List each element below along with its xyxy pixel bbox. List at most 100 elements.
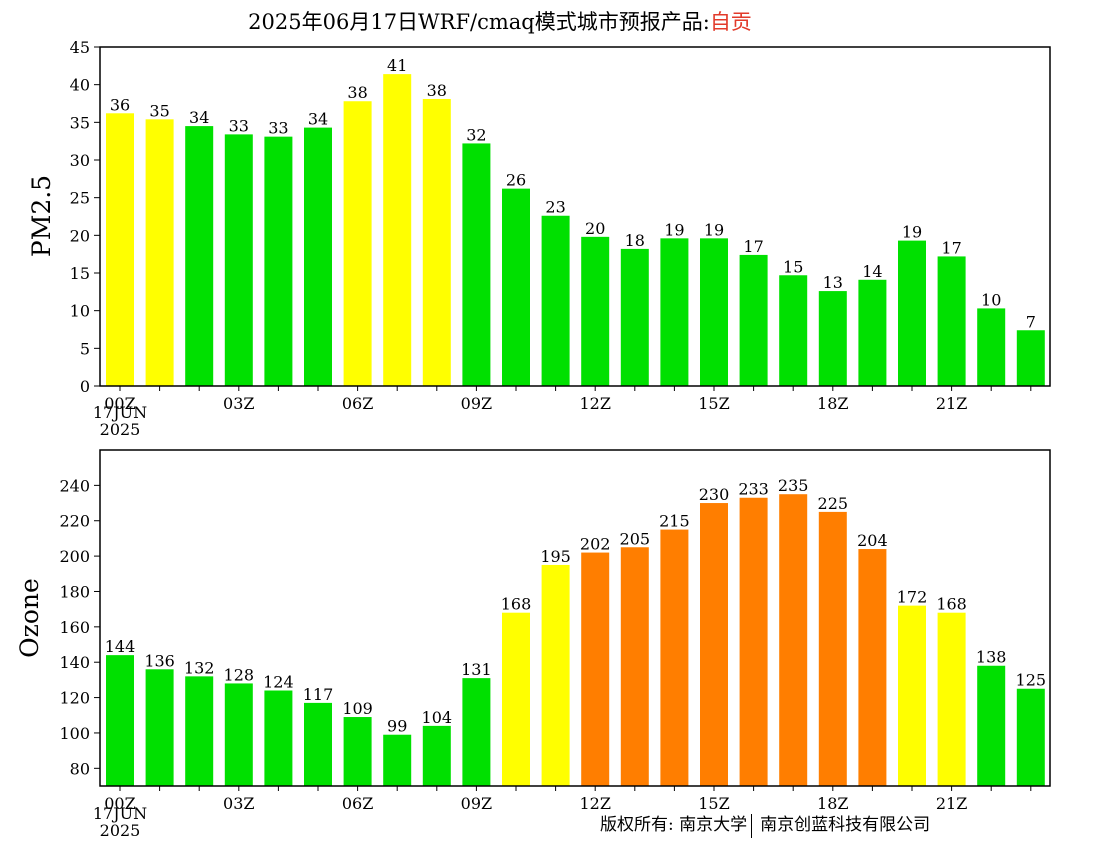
copyright-org-2: 南京创蓝科技有限公司 xyxy=(760,815,931,835)
pm25-plot-frame xyxy=(99,46,1051,387)
pm25-value-label: 17 xyxy=(743,237,763,256)
ozone-value-label: 99 xyxy=(387,717,407,736)
pm25-ytick-label: 20 xyxy=(70,226,90,245)
ozone-xtick-label: 00Z xyxy=(104,794,135,813)
copyright-org-1: 南京大学 xyxy=(679,815,748,835)
ozone-value-label: 205 xyxy=(620,529,651,548)
pm25-value-label: 35 xyxy=(149,101,169,120)
ozone-bar xyxy=(422,725,451,786)
ozone-value-label: 233 xyxy=(738,480,769,499)
ozone-bar xyxy=(739,497,768,786)
pm25-value-label: 36 xyxy=(110,95,130,114)
ozone-value-label: 124 xyxy=(263,673,294,692)
ozone-ytick-label: 160 xyxy=(59,618,90,637)
pm25-value-label: 32 xyxy=(466,125,486,144)
ozone-value-label: 104 xyxy=(422,708,453,727)
pm25-value-label: 26 xyxy=(506,171,526,190)
ozone-bar xyxy=(541,564,570,786)
ozone-bar xyxy=(224,683,253,786)
pm25-xtick-label: 21Z xyxy=(936,394,967,413)
pm25-bar xyxy=(1016,330,1045,386)
copyright-notice: 版权所有: 南京大学 南京创蓝科技有限公司 xyxy=(600,810,930,838)
pm25-bar xyxy=(818,291,847,386)
pm25-date-label: 17JUN xyxy=(93,403,147,422)
pm25-bar xyxy=(502,188,530,386)
ozone-value-label: 215 xyxy=(659,512,690,531)
pm25-bar xyxy=(185,126,214,386)
ozone-bar xyxy=(660,529,689,786)
ozone-bar xyxy=(620,547,649,786)
pm25-value-label: 34 xyxy=(189,108,209,127)
ozone-xtick-label: 21Z xyxy=(936,794,967,813)
ozone-value-label: 128 xyxy=(224,665,255,684)
ozone-bar xyxy=(1016,688,1045,786)
pm25-xtick-label: 06Z xyxy=(342,394,373,413)
ozone-value-label: 132 xyxy=(184,658,215,677)
ozone-ytick-label: 180 xyxy=(59,582,90,601)
pm25-ytick-label: 30 xyxy=(70,151,90,170)
ozone-value-label: 168 xyxy=(501,595,532,614)
ozone-plot-frame xyxy=(99,449,1051,787)
pm25-value-label: 19 xyxy=(902,223,922,242)
pm25-bar xyxy=(739,254,768,386)
ozone-xtick-label: 15Z xyxy=(698,794,729,813)
pm25-bar xyxy=(383,74,412,387)
pm25-bar xyxy=(145,119,174,386)
chart-title: 2025年06月17日WRF/cmaq模式城市预报产品:自贡 xyxy=(0,6,1000,36)
ozone-value-label: 131 xyxy=(461,660,492,679)
ozone-xtick-label: 18Z xyxy=(817,794,848,813)
pm25-value-label: 7 xyxy=(1026,312,1036,331)
ozone-value-label: 195 xyxy=(540,547,571,566)
pm25-ytick-label: 15 xyxy=(70,264,90,283)
ozone-date-label: 2025 xyxy=(100,821,141,840)
ozone-ytick-label: 100 xyxy=(59,724,90,743)
pm25-value-label: 38 xyxy=(347,83,367,102)
pm25-bar xyxy=(977,308,1006,386)
pm25-bar xyxy=(937,256,966,386)
pm25-value-label: 19 xyxy=(664,220,684,239)
ozone-bar xyxy=(264,690,293,786)
title-text: 2025年06月17日WRF/cmaq模式城市预报产品: xyxy=(248,10,710,34)
pm25-bar xyxy=(224,134,253,386)
pm25-value-label: 33 xyxy=(268,119,288,138)
pm25-value-label: 15 xyxy=(783,257,803,276)
ozone-ytick-label: 140 xyxy=(59,653,90,672)
pm25-bar xyxy=(304,127,332,387)
ozone-date-label: 17JUN xyxy=(93,804,147,823)
pm25-ytick-label: 5 xyxy=(80,339,90,358)
ozone-ytick-label: 80 xyxy=(70,759,90,778)
pm25-value-label: 34 xyxy=(308,110,328,129)
pm25-bar xyxy=(581,236,610,386)
pm25-value-label: 19 xyxy=(704,220,724,239)
pm25-value-label: 17 xyxy=(941,238,961,257)
pm25-ylabel: PM2.5 xyxy=(27,175,56,257)
copyright-label: 版权所有: xyxy=(600,815,674,835)
ozone-ytick-label: 220 xyxy=(59,512,90,531)
pm25-bar xyxy=(264,136,293,386)
ozone-bar xyxy=(185,676,214,786)
ozone-value-label: 235 xyxy=(778,476,809,495)
pm25-bar xyxy=(620,248,649,386)
ozone-xtick-label: 12Z xyxy=(579,794,610,813)
pm25-xtick-label: 18Z xyxy=(817,394,848,413)
ozone-value-label: 172 xyxy=(897,588,928,607)
ozone-bar xyxy=(462,678,491,786)
pm25-value-label: 10 xyxy=(981,290,1001,309)
ozone-bar xyxy=(700,503,728,786)
pm25-bar xyxy=(541,215,570,386)
ozone-value-label: 138 xyxy=(976,648,1007,667)
ozone-ytick-label: 200 xyxy=(59,547,90,566)
pm25-value-label: 20 xyxy=(585,219,605,238)
pm25-date-label: 2025 xyxy=(100,420,141,439)
ozone-value-label: 144 xyxy=(105,637,136,656)
ozone-value-label: 230 xyxy=(699,485,730,504)
pm25-ytick-label: 0 xyxy=(80,377,90,396)
pm25-ytick-label: 35 xyxy=(70,113,90,132)
ozone-value-label: 125 xyxy=(1016,671,1047,690)
ozone-value-label: 117 xyxy=(303,685,334,704)
pm25-xtick-label: 09Z xyxy=(461,394,492,413)
ozone-value-label: 225 xyxy=(818,494,849,513)
ozone-bar xyxy=(106,655,134,786)
ozone-bar xyxy=(383,734,412,786)
ozone-bar xyxy=(304,702,332,786)
